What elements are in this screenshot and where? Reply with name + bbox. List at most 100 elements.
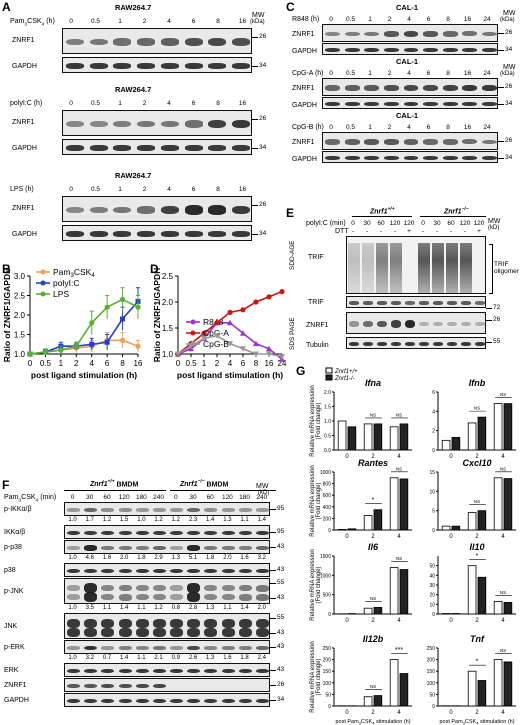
blot-band (135, 584, 149, 592)
blot-band (89, 206, 108, 214)
quant-value: 1.3 (206, 605, 215, 611)
gene-title: Il12b (363, 634, 384, 644)
dtt-value: + (477, 228, 481, 235)
data-point (120, 316, 126, 322)
blot-band (84, 583, 98, 593)
blot-band (152, 683, 166, 689)
gapdh-blot (62, 57, 252, 73)
znrf1-blot (322, 78, 498, 96)
mw-tick (252, 37, 258, 38)
blot-band (67, 568, 81, 574)
treatment-label: LPS (h) (10, 186, 34, 193)
lane-label: 0 (329, 124, 333, 131)
blot-band (376, 341, 388, 347)
blot-band (325, 139, 341, 145)
blot-erk (64, 663, 270, 677)
blot-band (152, 646, 166, 650)
quant-value: 2.9 (154, 555, 163, 561)
quant-value: 1.3 (206, 655, 215, 661)
dtt-value: - (393, 228, 397, 235)
znrf1-label: ZNRF1 (12, 205, 35, 212)
blot-band (460, 341, 472, 347)
mw-tick (270, 598, 276, 599)
dtt-value: + (407, 228, 411, 235)
lane-label: 0 (329, 16, 333, 23)
blot-band (101, 546, 115, 550)
blot-band (221, 530, 235, 536)
y-axis-title: Ratio of ZNRF1/GAPDH (152, 268, 162, 362)
x-tick-label: 6 (105, 359, 110, 368)
lane-label: 0.5 (345, 16, 356, 23)
blot-band (152, 668, 166, 674)
lane-label: 4 (167, 186, 171, 193)
lane-label: 6 (191, 100, 196, 107)
lane-label: 0 (69, 186, 73, 193)
blot-band (160, 205, 179, 215)
blot-band (221, 568, 235, 574)
legend-label: Pam3CSK4 (53, 267, 95, 279)
quant-value: 1.0 (68, 517, 77, 523)
gene-title: Ifna (365, 378, 381, 388)
blot-band (84, 683, 98, 689)
wt-underline (352, 216, 412, 217)
quant-value: 2.1 (154, 655, 163, 661)
mw-tick (270, 583, 276, 584)
sig-label: NS (370, 596, 376, 601)
blot-band (348, 341, 360, 347)
blot-band (325, 47, 341, 53)
mw-label: 34 (505, 100, 513, 107)
blot-band (362, 320, 374, 328)
quant-value: 2.0 (120, 555, 129, 561)
x-tick-label: 4 (501, 618, 505, 624)
blot-band (204, 618, 218, 628)
blot-band (135, 568, 149, 574)
blot-band (462, 101, 478, 107)
smear-lane (460, 243, 472, 293)
quant-value: 1.1 (240, 517, 249, 523)
y-tick-label: 6 (432, 390, 435, 396)
x-tick-label: 4 (397, 618, 401, 624)
blot-band (255, 530, 269, 536)
blot-band (255, 593, 269, 601)
blot-band (255, 508, 269, 512)
lane-label: 1 (118, 18, 122, 25)
panel-label-e: E (286, 206, 295, 220)
sig-label: NS (500, 392, 506, 397)
dtt-value: - (421, 228, 425, 235)
quant-value: 1.0 (68, 555, 77, 561)
lane-label: 0.5 (345, 124, 356, 131)
mw-tick (486, 320, 492, 321)
blot-band (152, 618, 166, 628)
blot-band (84, 618, 98, 628)
mw-tick (252, 119, 258, 120)
gapdh-label: GAPDH (292, 156, 317, 163)
y-tick-label: 20 (429, 593, 435, 599)
quant-value: 1.4 (120, 655, 129, 661)
lane-label: 30 (363, 220, 371, 227)
blot-band (135, 546, 149, 550)
legend-ko-swatch (325, 374, 333, 381)
x-tick-label: 0 (345, 710, 349, 716)
mw-label: 95 (277, 505, 285, 512)
bar-wt (493, 601, 503, 615)
gapdh-blot (322, 43, 498, 55)
sig-label: NS (500, 648, 506, 653)
blot-band (170, 546, 184, 550)
mw-tick (270, 633, 276, 634)
znrf1-blot (62, 196, 252, 222)
blot-band (101, 646, 115, 650)
mw-tick (270, 647, 276, 648)
legend-marker (190, 330, 196, 336)
x-tick-label: 0.5 (40, 359, 52, 368)
lane-label: 0 (421, 220, 425, 227)
lane-label: 180 (239, 494, 251, 501)
quant-value: 0.8 (171, 605, 180, 611)
legend-marker (40, 291, 46, 297)
lane-label: 120 (473, 220, 485, 227)
bar-wt (337, 529, 347, 531)
quant-value: 2.0 (257, 605, 266, 611)
znrf1-blot (346, 312, 486, 334)
x-tick-label: 4 (397, 454, 401, 460)
blot-band (423, 85, 438, 91)
quant-value: 1.2 (154, 605, 163, 611)
